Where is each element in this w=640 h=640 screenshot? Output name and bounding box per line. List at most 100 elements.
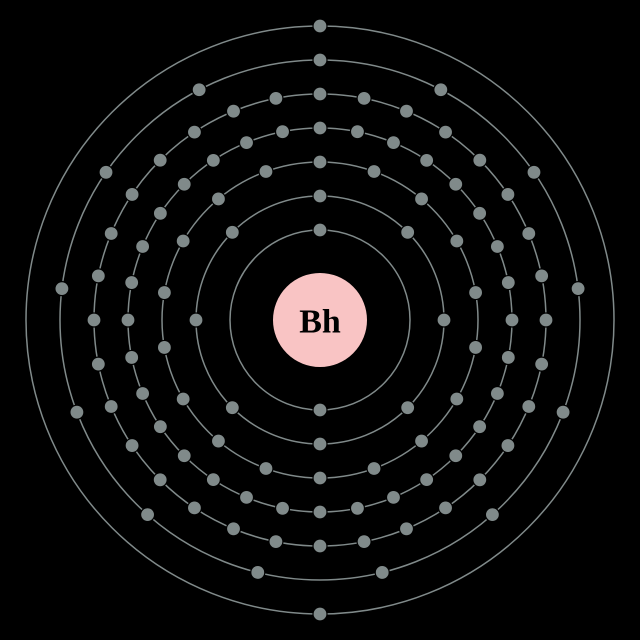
electron bbox=[357, 535, 371, 549]
electron bbox=[313, 471, 327, 485]
electron bbox=[415, 192, 429, 206]
electron bbox=[187, 125, 201, 139]
electron bbox=[269, 91, 283, 105]
electron bbox=[153, 473, 167, 487]
electron bbox=[313, 53, 327, 67]
electron bbox=[176, 392, 190, 406]
electron bbox=[401, 401, 415, 415]
electron bbox=[240, 136, 254, 150]
electron bbox=[469, 286, 483, 300]
electron bbox=[420, 473, 434, 487]
electron bbox=[125, 350, 139, 364]
electron bbox=[434, 83, 448, 97]
electron bbox=[136, 386, 150, 400]
electron bbox=[269, 535, 283, 549]
electron bbox=[70, 405, 84, 419]
electron bbox=[350, 501, 364, 515]
electron bbox=[104, 399, 118, 413]
electron bbox=[91, 357, 105, 371]
electron bbox=[125, 439, 139, 453]
electron bbox=[189, 313, 203, 327]
electron bbox=[539, 313, 553, 327]
electron bbox=[187, 501, 201, 515]
electron bbox=[401, 225, 415, 239]
electron bbox=[399, 104, 413, 118]
electron bbox=[157, 286, 171, 300]
electron bbox=[153, 206, 167, 220]
electron bbox=[469, 340, 483, 354]
electron bbox=[153, 153, 167, 167]
electron bbox=[313, 189, 327, 203]
electron bbox=[227, 522, 241, 536]
electron bbox=[211, 434, 225, 448]
element-symbol: Bh bbox=[299, 304, 341, 341]
electron bbox=[259, 461, 273, 475]
electron bbox=[136, 240, 150, 254]
electron bbox=[153, 420, 167, 434]
electron bbox=[176, 234, 190, 248]
electron bbox=[104, 227, 118, 241]
electron bbox=[211, 192, 225, 206]
electron bbox=[157, 340, 171, 354]
electron bbox=[473, 153, 487, 167]
electron bbox=[490, 240, 504, 254]
electron bbox=[91, 269, 105, 283]
electron bbox=[141, 508, 155, 522]
electron bbox=[501, 439, 515, 453]
electron bbox=[501, 350, 515, 364]
electron bbox=[527, 165, 541, 179]
electron bbox=[192, 83, 206, 97]
electron bbox=[125, 187, 139, 201]
electron bbox=[313, 505, 327, 519]
electron bbox=[449, 177, 463, 191]
electron bbox=[121, 313, 135, 327]
electron bbox=[386, 490, 400, 504]
electron bbox=[450, 392, 464, 406]
electron bbox=[313, 121, 327, 135]
electron bbox=[313, 403, 327, 417]
electron bbox=[535, 269, 549, 283]
electron bbox=[367, 165, 381, 179]
electron bbox=[490, 386, 504, 400]
electron bbox=[276, 501, 290, 515]
electron bbox=[386, 136, 400, 150]
electron bbox=[439, 125, 453, 139]
electron bbox=[313, 539, 327, 553]
electron bbox=[571, 282, 585, 296]
electron bbox=[251, 565, 265, 579]
electron bbox=[473, 473, 487, 487]
electron bbox=[206, 473, 220, 487]
electron bbox=[227, 104, 241, 118]
electron bbox=[450, 234, 464, 248]
electron bbox=[501, 276, 515, 290]
electron bbox=[313, 19, 327, 33]
electron bbox=[439, 501, 453, 515]
electron bbox=[437, 313, 451, 327]
electron bbox=[420, 153, 434, 167]
electron bbox=[313, 437, 327, 451]
electron bbox=[501, 187, 515, 201]
electron bbox=[125, 276, 139, 290]
electron bbox=[206, 153, 220, 167]
electron bbox=[556, 405, 570, 419]
electron bbox=[399, 522, 413, 536]
electron bbox=[473, 206, 487, 220]
electron bbox=[313, 87, 327, 101]
electron bbox=[313, 607, 327, 621]
electron bbox=[415, 434, 429, 448]
electron bbox=[87, 313, 101, 327]
electron bbox=[225, 225, 239, 239]
electron bbox=[357, 91, 371, 105]
electron bbox=[375, 565, 389, 579]
electron bbox=[99, 165, 113, 179]
electron bbox=[55, 282, 69, 296]
electron bbox=[522, 399, 536, 413]
electron bbox=[350, 125, 364, 139]
electron bbox=[240, 490, 254, 504]
electron bbox=[505, 313, 519, 327]
electron bbox=[367, 461, 381, 475]
electron bbox=[473, 420, 487, 434]
electron bbox=[313, 155, 327, 169]
electron-shell-diagram: Bh bbox=[0, 0, 640, 640]
electron bbox=[177, 177, 191, 191]
